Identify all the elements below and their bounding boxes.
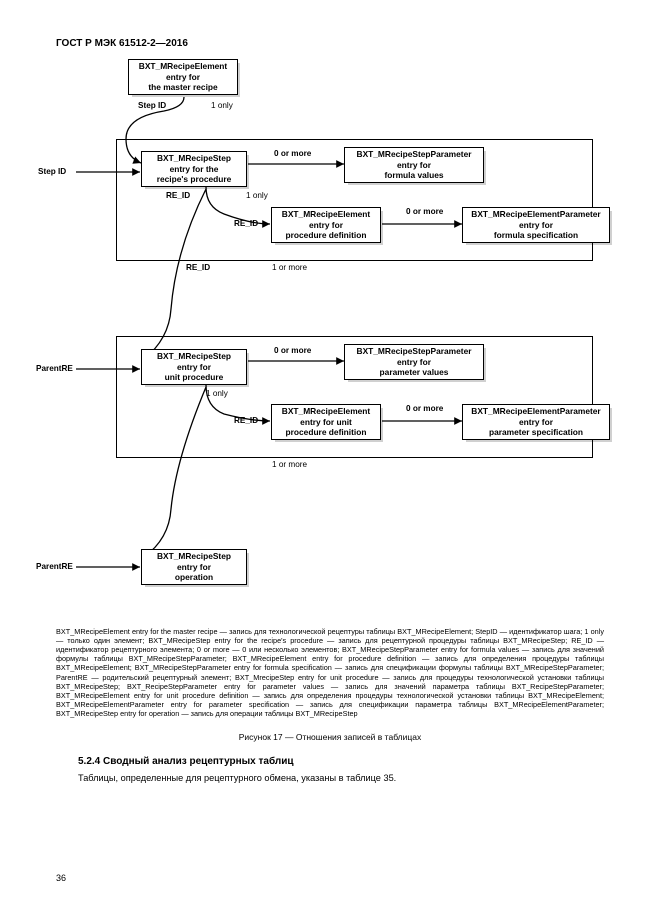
node-master-recipe: BXT_MRecipeElement entry for the master … [128,59,238,95]
node-line: recipe's procedure [157,174,232,185]
node-line: entry for unit [300,417,352,428]
node-recipe-step-procedure: BXT_MRecipeStep entry for the recipe's p… [141,151,247,187]
label-zero-or-more: 0 or more [274,149,311,158]
label-oneonly: 1 only [211,101,233,110]
node-title: BXT_MRecipeStep [157,153,231,164]
node-line: entry for [166,72,200,83]
body-text: Таблицы, определенные для рецептурного о… [78,773,604,783]
diagram-area: BXT_MRecipeElement entry for the master … [56,59,604,619]
node-title: BXT_MRecipeElementParameter [471,209,600,220]
node-step-unit-proc: BXT_MRecipeStep entry for unit procedure [141,349,247,385]
glossary-text: BXT_MRecipeElement entry for the master … [56,627,604,718]
node-line: entry for [397,160,431,171]
node-title: BXT_MRecipeElement [282,209,370,220]
node-step-param-formula-values: BXT_MRecipeStepParameter entry for formu… [344,147,484,183]
section-heading: 5.2.4 Сводный анализ рецептурных таблиц [78,756,604,767]
node-line: entry for [177,362,211,373]
label-stepid-left: Step ID [38,167,66,176]
node-line: entry for [519,417,553,428]
label-oneonly: 1 only [206,389,228,398]
label-zero-or-more: 0 or more [274,346,311,355]
node-elem-unit-proc-def: BXT_MRecipeElement entry for unit proced… [271,404,381,440]
node-elem-param-spec: BXT_MRecipeElementParameter entry for pa… [462,404,610,440]
node-line: formula specification [494,230,578,241]
label-re-id: RE_ID [186,263,210,272]
label-parent-re: ParentRE [36,364,73,373]
node-title: BXT_MRecipeElement [282,406,370,417]
doc-header: ГОСТ Р МЭК 61512-2—2016 [56,38,604,49]
node-title: BXT_MRecipeElementParameter [471,406,600,417]
node-line: procedure definition [286,230,367,241]
node-line: entry for [397,357,431,368]
node-line: formula values [384,170,443,181]
label-parent-re: ParentRE [36,562,73,571]
label-stepid: Step ID [138,101,166,110]
node-line: operation [175,572,213,583]
page-number: 36 [56,873,66,883]
label-zero-or-more: 0 or more [406,207,443,216]
node-step-param-values: BXT_MRecipeStepParameter entry for param… [344,344,484,380]
node-line: entry for [309,220,343,231]
label-one-or-more: 1 or more [272,460,307,469]
node-line: entry for [519,220,553,231]
label-re-id: RE_ID [234,416,258,425]
figure-caption: Рисунок 17 — Отношения записей в таблица… [56,732,604,742]
node-title: BXT_MRecipeStepParameter [357,346,472,357]
node-line: unit procedure [165,372,224,383]
node-title: BXT_MRecipeStepParameter [357,149,472,160]
node-title: BXT_MRecipeElement [139,61,227,72]
node-line: entry for the [170,164,219,175]
label-zero-or-more: 0 or more [406,404,443,413]
node-elem-proc-def: BXT_MRecipeElement entry for procedure d… [271,207,381,243]
node-line: parameter values [380,367,449,378]
label-one-or-more: 1 or more [272,263,307,272]
node-elem-param-formula-spec: BXT_MRecipeElementParameter entry for fo… [462,207,610,243]
label-re-id: RE_ID [234,219,258,228]
node-title: BXT_MRecipeStep [157,551,231,562]
node-line: the master recipe [148,82,217,93]
node-line: procedure definition [286,427,367,438]
label-re-id: RE_ID [166,191,190,200]
node-title: BXT_MRecipeStep [157,351,231,362]
label-oneonly: 1 only [246,191,268,200]
node-step-operation: BXT_MRecipeStep entry for operation [141,549,247,585]
node-line: parameter specification [489,427,583,438]
node-line: entry for [177,562,211,573]
